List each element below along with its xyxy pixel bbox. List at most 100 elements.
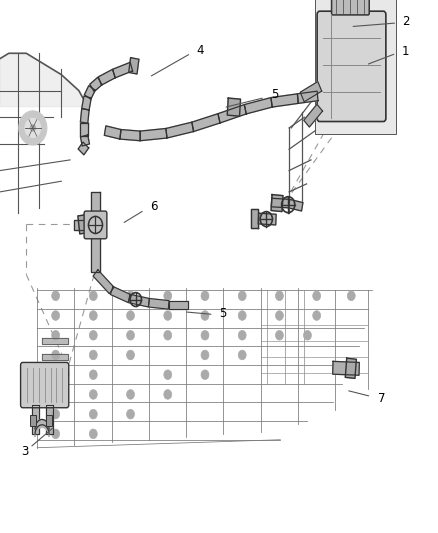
Circle shape	[201, 370, 209, 379]
Polygon shape	[129, 294, 149, 307]
Text: 1: 1	[402, 45, 410, 58]
Circle shape	[164, 390, 172, 399]
Polygon shape	[218, 104, 246, 123]
Circle shape	[52, 390, 60, 399]
Polygon shape	[0, 53, 88, 107]
Circle shape	[19, 111, 47, 145]
Circle shape	[89, 350, 97, 360]
Polygon shape	[192, 114, 220, 132]
Circle shape	[30, 125, 35, 131]
Polygon shape	[120, 130, 141, 141]
FancyBboxPatch shape	[332, 0, 369, 15]
Circle shape	[238, 311, 246, 320]
Polygon shape	[113, 62, 133, 78]
Polygon shape	[104, 126, 121, 139]
Text: 5: 5	[219, 307, 226, 320]
Circle shape	[304, 330, 311, 340]
Polygon shape	[288, 199, 303, 211]
Circle shape	[127, 330, 134, 340]
Polygon shape	[297, 91, 318, 103]
Text: 3: 3	[21, 446, 28, 458]
Circle shape	[52, 370, 60, 379]
Polygon shape	[32, 405, 39, 434]
Circle shape	[127, 390, 134, 399]
Circle shape	[201, 350, 209, 360]
Text: 5: 5	[271, 88, 278, 101]
Bar	[30, 415, 36, 426]
Polygon shape	[345, 358, 357, 378]
Circle shape	[127, 350, 134, 360]
Circle shape	[89, 311, 97, 320]
Circle shape	[201, 330, 209, 340]
Polygon shape	[258, 213, 276, 225]
Polygon shape	[90, 77, 102, 92]
Polygon shape	[272, 198, 289, 208]
Circle shape	[52, 291, 60, 301]
Text: 4: 4	[196, 44, 204, 57]
Polygon shape	[81, 123, 88, 136]
FancyBboxPatch shape	[317, 11, 386, 122]
Circle shape	[89, 409, 97, 419]
Circle shape	[52, 311, 60, 320]
Circle shape	[276, 291, 283, 301]
Circle shape	[52, 350, 60, 360]
Polygon shape	[300, 82, 321, 102]
Text: 2: 2	[402, 15, 410, 28]
Bar	[46, 415, 52, 426]
Polygon shape	[91, 192, 100, 213]
Circle shape	[127, 291, 134, 301]
Circle shape	[164, 311, 172, 320]
Polygon shape	[82, 96, 91, 110]
Circle shape	[201, 291, 209, 301]
FancyBboxPatch shape	[21, 362, 69, 408]
Polygon shape	[304, 104, 322, 127]
Circle shape	[52, 409, 60, 419]
Polygon shape	[85, 86, 95, 99]
Polygon shape	[110, 287, 131, 302]
Circle shape	[127, 311, 134, 320]
Polygon shape	[244, 98, 272, 114]
Circle shape	[201, 311, 209, 320]
Bar	[315, 0, 396, 134]
Polygon shape	[42, 338, 68, 344]
Polygon shape	[251, 209, 258, 228]
Polygon shape	[166, 122, 194, 138]
Polygon shape	[271, 94, 298, 107]
Circle shape	[127, 409, 134, 419]
Polygon shape	[129, 58, 139, 74]
Polygon shape	[81, 135, 89, 146]
Polygon shape	[99, 69, 115, 85]
Circle shape	[238, 350, 246, 360]
Polygon shape	[227, 98, 240, 116]
Circle shape	[52, 330, 60, 340]
Polygon shape	[78, 142, 88, 155]
Circle shape	[25, 118, 41, 138]
Polygon shape	[78, 215, 87, 234]
Polygon shape	[271, 195, 283, 212]
Polygon shape	[74, 220, 86, 230]
Polygon shape	[148, 298, 169, 309]
Circle shape	[276, 330, 283, 340]
Circle shape	[238, 291, 246, 301]
Circle shape	[164, 370, 172, 379]
Circle shape	[89, 370, 97, 379]
Polygon shape	[140, 128, 167, 141]
Circle shape	[89, 429, 97, 439]
Polygon shape	[333, 361, 359, 375]
Polygon shape	[46, 405, 53, 434]
FancyBboxPatch shape	[84, 211, 107, 239]
Polygon shape	[91, 237, 100, 272]
Circle shape	[313, 291, 321, 301]
Polygon shape	[35, 419, 49, 437]
Circle shape	[89, 390, 97, 399]
Circle shape	[52, 429, 60, 439]
Circle shape	[164, 330, 172, 340]
Polygon shape	[169, 301, 188, 309]
Circle shape	[164, 291, 172, 301]
Text: 6: 6	[150, 200, 157, 213]
Polygon shape	[42, 354, 68, 360]
Circle shape	[276, 311, 283, 320]
Circle shape	[89, 291, 97, 301]
Polygon shape	[42, 370, 68, 376]
Circle shape	[313, 311, 321, 320]
